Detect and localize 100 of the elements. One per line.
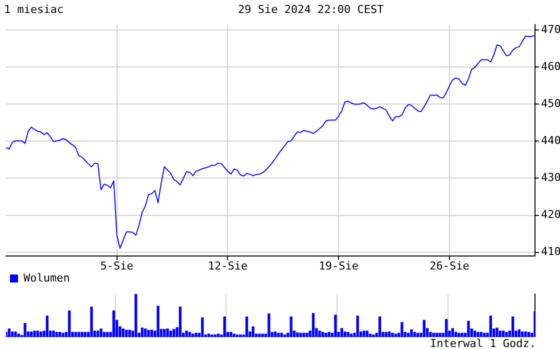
bar (36, 330, 40, 337)
bar (454, 332, 458, 337)
bar (378, 316, 382, 337)
bar (185, 330, 188, 337)
bar (296, 332, 299, 337)
bar (346, 332, 350, 337)
bar (312, 313, 315, 337)
bar (178, 306, 182, 337)
chart-subtitle: 1 miesiac (4, 3, 64, 16)
y-tick-label: 450 (541, 97, 560, 110)
x-tick-label: 26-Sie (430, 259, 470, 272)
bar (384, 332, 388, 337)
bar (106, 332, 109, 337)
bar (258, 334, 261, 337)
bar (505, 332, 508, 337)
bar (480, 332, 482, 337)
bar (391, 332, 394, 337)
y-tick-label: 440 (541, 134, 560, 148)
bar (90, 306, 93, 337)
bar (58, 332, 62, 337)
bar (194, 332, 198, 337)
y-tick-label: 430 (541, 171, 560, 184)
bar (261, 334, 264, 337)
bar (169, 330, 172, 337)
bar (84, 332, 87, 337)
bar (328, 332, 330, 337)
x-tick-label: 12-Sie (208, 259, 248, 272)
bar (17, 334, 20, 337)
bar (147, 330, 150, 337)
bar (14, 332, 17, 337)
bar (422, 320, 426, 337)
bar (524, 332, 527, 337)
bar (368, 334, 372, 337)
bar (125, 330, 128, 337)
y-tick-label: 420 (541, 208, 560, 222)
bar (400, 322, 404, 337)
bar (230, 332, 232, 337)
bar (473, 330, 476, 337)
bar (163, 328, 166, 337)
bar (8, 328, 10, 337)
bar (96, 330, 100, 337)
bar (252, 326, 254, 337)
bar (438, 332, 442, 337)
bar (128, 330, 131, 337)
bar (356, 316, 359, 337)
bar (122, 328, 125, 337)
bar (362, 330, 366, 337)
y-tick-label: 460 (541, 60, 560, 74)
bar (268, 313, 270, 337)
bar (201, 317, 204, 337)
bar (496, 328, 498, 337)
bar (68, 310, 71, 337)
bar (489, 316, 492, 337)
bar (150, 330, 154, 337)
bar (413, 332, 416, 337)
bar (318, 330, 321, 337)
bar (62, 332, 64, 337)
bar (55, 332, 58, 337)
bar (324, 332, 328, 337)
bar (156, 306, 160, 337)
y-tick-label: 470 (541, 23, 560, 36)
bar (350, 334, 353, 337)
legend-label: Wolumen (24, 271, 70, 284)
bar (172, 328, 176, 337)
bar (52, 330, 55, 337)
bar (232, 334, 236, 337)
bar (134, 294, 138, 337)
bar (290, 316, 292, 337)
bar (274, 332, 277, 337)
bar (527, 332, 530, 337)
bar (74, 332, 78, 337)
bar (394, 334, 397, 337)
bar (344, 332, 346, 337)
bar (476, 332, 480, 337)
bar (78, 332, 80, 337)
bar (33, 330, 36, 337)
bar (140, 328, 144, 337)
bar (451, 328, 454, 337)
bar (112, 310, 116, 337)
bar (188, 332, 192, 337)
bar (340, 328, 344, 337)
bar (518, 329, 520, 337)
bar (429, 332, 432, 337)
annotation: Interwal 1 Godz. (430, 337, 536, 349)
bar (24, 322, 26, 337)
bar (46, 316, 49, 337)
bar (458, 332, 460, 337)
bar (467, 320, 470, 337)
bar (334, 314, 337, 337)
bar (366, 330, 368, 337)
bar (306, 332, 308, 337)
bar (511, 316, 514, 337)
x-tick-label: 19-Sie (318, 259, 358, 272)
chart-title: 29 Sie 2024 22:00 CEST (238, 3, 384, 16)
bar (40, 332, 42, 337)
bar (223, 316, 226, 337)
bar (102, 332, 106, 337)
bar (192, 334, 194, 337)
bar (80, 332, 84, 337)
bar (388, 332, 391, 337)
